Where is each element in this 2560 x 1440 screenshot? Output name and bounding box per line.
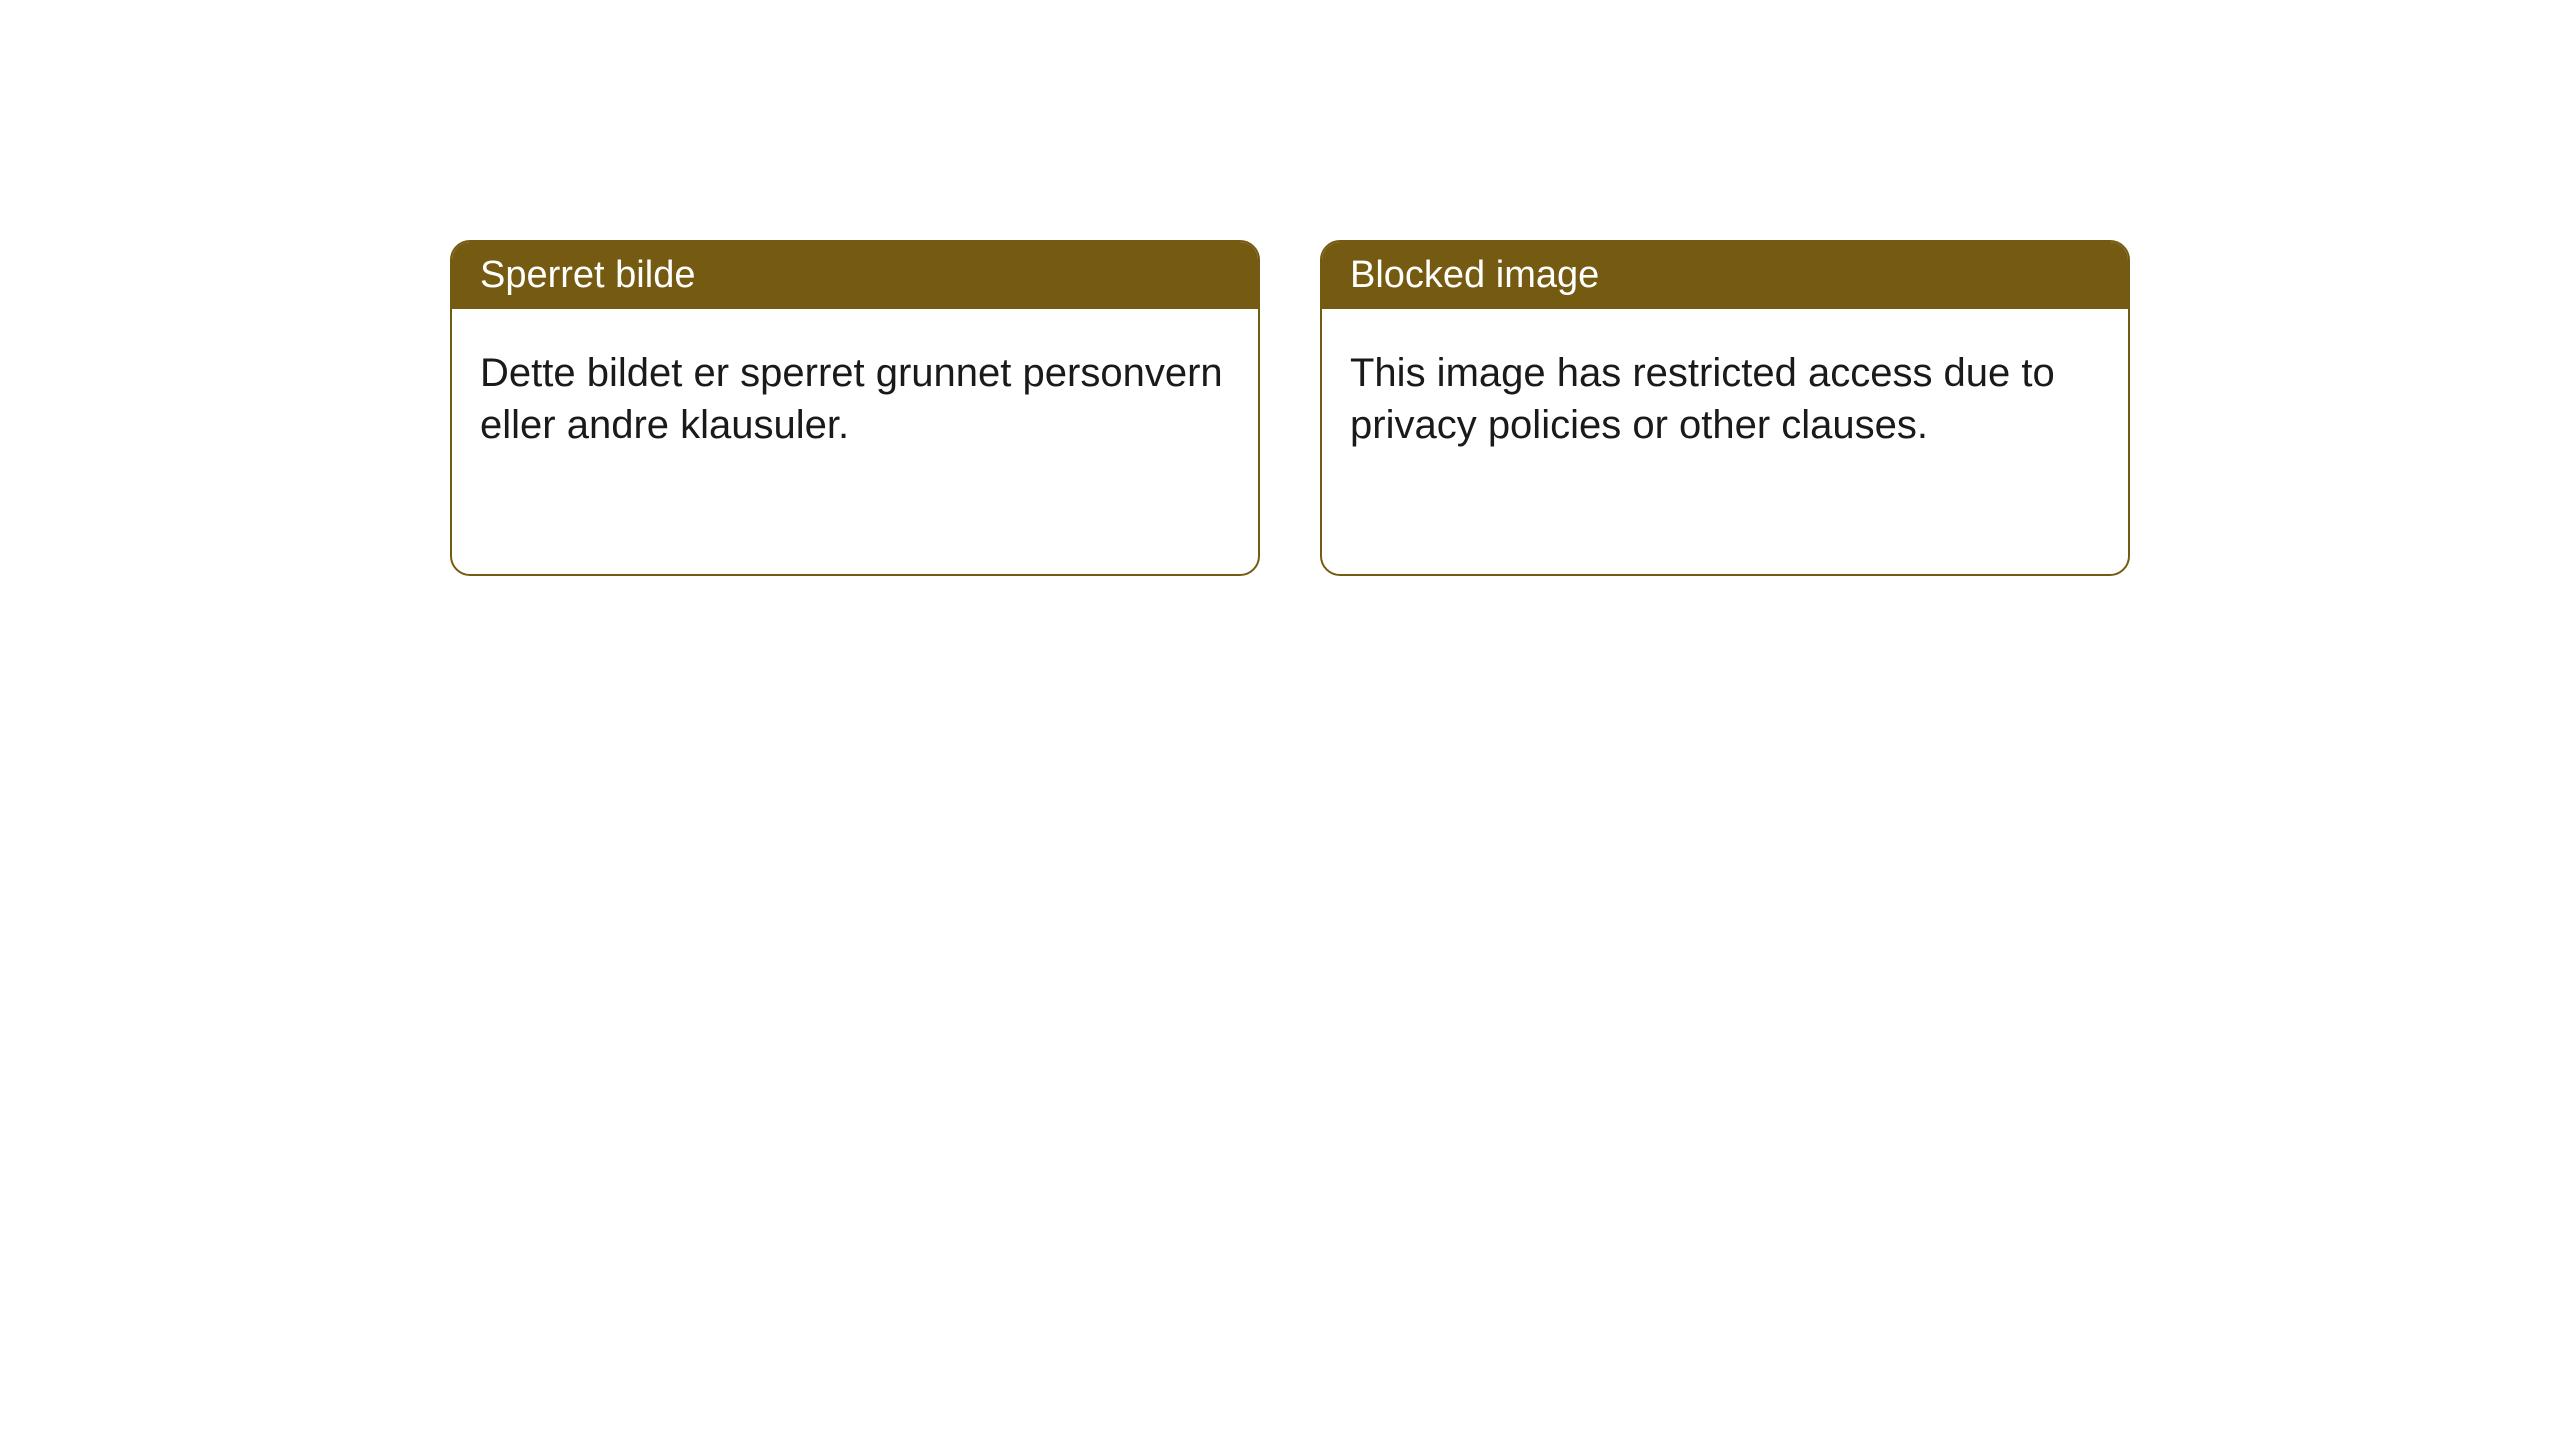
notice-card-en: Blocked image This image has restricted …	[1320, 240, 2130, 576]
notice-body-no: Dette bildet er sperret grunnet personve…	[452, 309, 1258, 574]
notice-card-no: Sperret bilde Dette bildet er sperret gr…	[450, 240, 1260, 576]
notice-title-no: Sperret bilde	[452, 242, 1258, 309]
notice-title-en: Blocked image	[1322, 242, 2128, 309]
notice-body-en: This image has restricted access due to …	[1322, 309, 2128, 574]
notice-container: Sperret bilde Dette bildet er sperret gr…	[0, 0, 2560, 576]
